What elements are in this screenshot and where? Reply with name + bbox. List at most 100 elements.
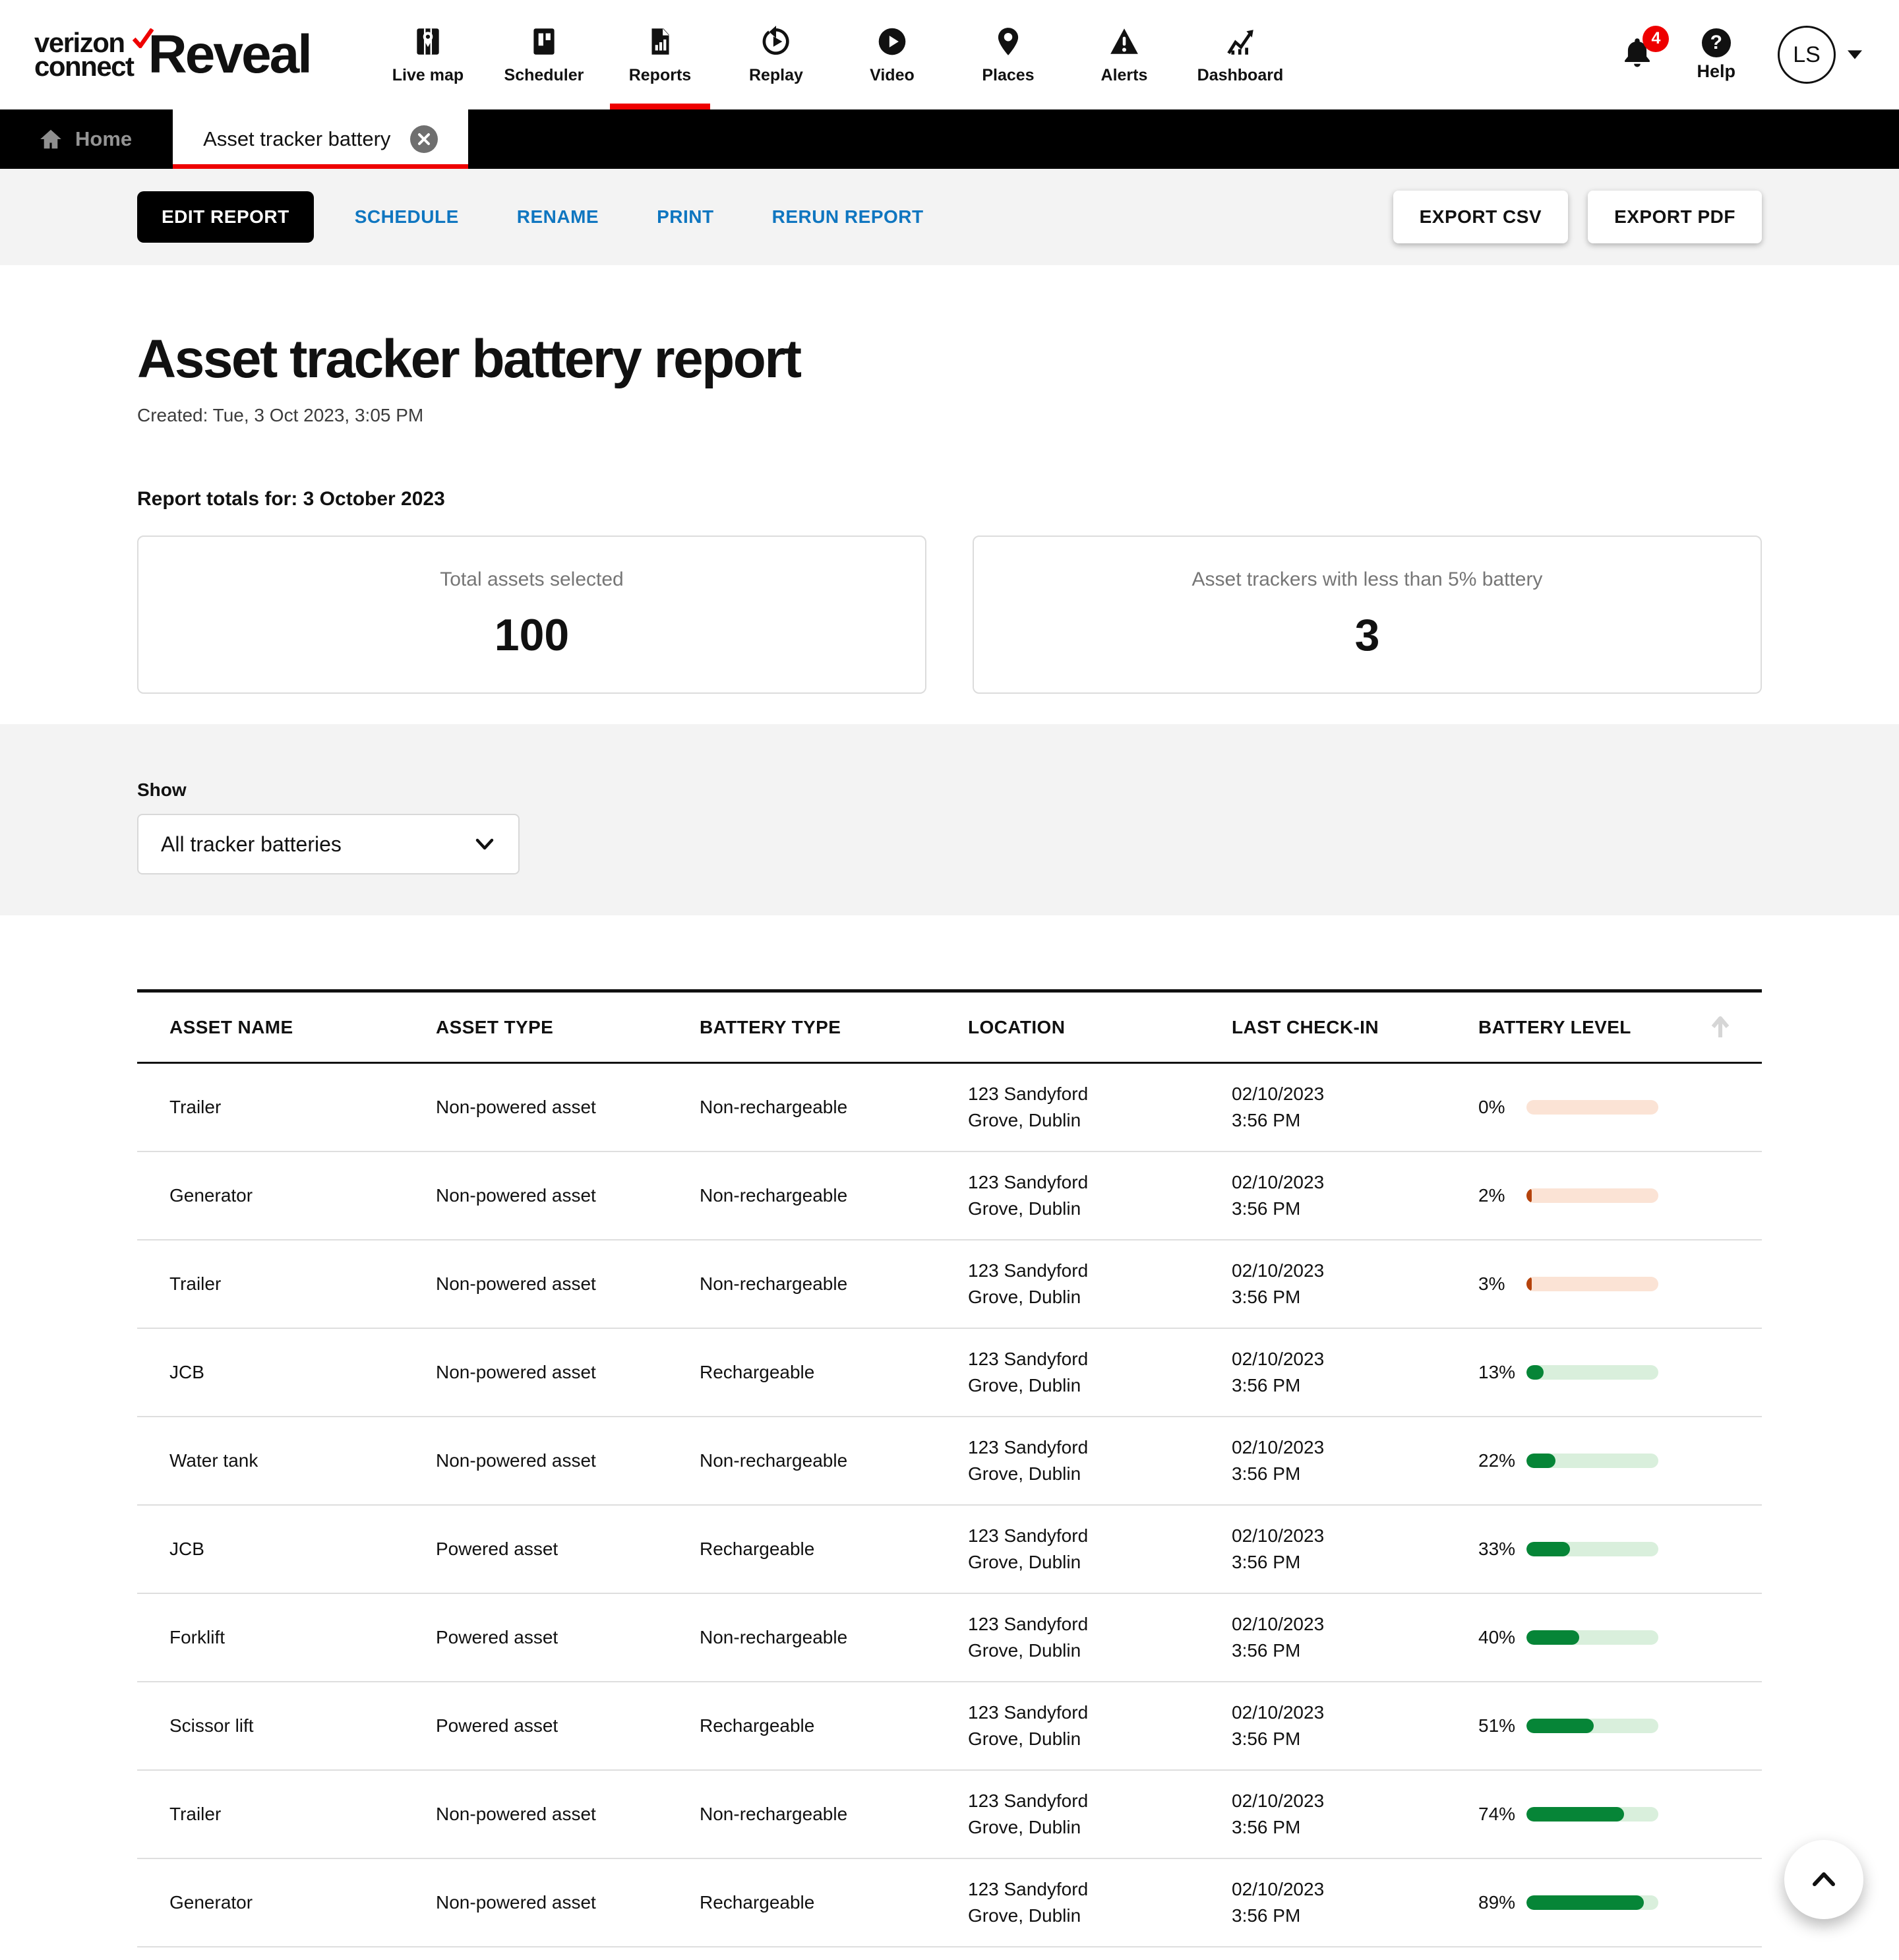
asset-name-cell: Water tank [169, 1450, 258, 1471]
help-label: Help [1697, 61, 1735, 81]
battery-percent: 22% [1478, 1450, 1516, 1471]
asset-name-cell: JCB [169, 1362, 204, 1382]
scheduler-icon [528, 25, 560, 58]
report-action-bar: EDIT REPORT SCHEDULE RENAME PRINT RERUN … [0, 169, 1899, 265]
question-icon: ? [1701, 28, 1731, 57]
user-menu[interactable]: LS [1778, 26, 1862, 84]
asset-name-cell: Trailer [169, 1097, 222, 1117]
battery-type-cell: Non-rechargeable [700, 1627, 848, 1647]
export-pdf-button[interactable]: EXPORT PDF [1588, 191, 1762, 243]
table-header-row: ASSET NAME ASSET TYPE BATTERY TYPE LOCAT… [137, 989, 1762, 1064]
col-location: LOCATION [968, 1016, 1066, 1037]
live-map-icon [411, 25, 444, 58]
schedule-link[interactable]: SCHEDULE [354, 206, 459, 227]
last-check-in-cell: 02/10/2023 3:56 PM [1232, 1172, 1325, 1219]
battery-type-cell: Non-rechargeable [700, 1185, 848, 1206]
battery-bar [1526, 1895, 1658, 1910]
battery-percent: 13% [1478, 1362, 1516, 1382]
header-right: 4 ? Help LS [1620, 25, 1899, 84]
battery-level-cell: 51% [1478, 1715, 1762, 1736]
nav-item-dashboard[interactable]: Dashboard [1182, 0, 1298, 109]
totals-cards: Total assets selected 100 Asset trackers… [137, 536, 1762, 694]
battery-bar-fill [1526, 1188, 1532, 1203]
close-icon [417, 133, 431, 146]
report-totals-heading: Report totals for: 3 October 2023 [137, 488, 445, 510]
notifications-button[interactable]: 4 [1620, 25, 1670, 74]
nav-item-reports[interactable]: Reports [602, 0, 718, 109]
table-row: Trailer Non-powered asset Non-rechargeab… [137, 1240, 1762, 1329]
nav-item-scheduler[interactable]: Scheduler [486, 0, 602, 109]
help-button[interactable]: ? Help [1697, 28, 1735, 82]
export-csv-button[interactable]: EXPORT CSV [1393, 191, 1569, 243]
col-asset-type: ASSET TYPE [436, 1016, 554, 1037]
battery-bar-fill [1526, 1895, 1644, 1910]
last-check-in-cell: 02/10/2023 3:56 PM [1232, 1349, 1325, 1395]
asset-name-cell: Trailer [169, 1273, 222, 1294]
tab-asset-tracker-battery[interactable]: Asset tracker battery [173, 109, 469, 169]
replay-icon [760, 25, 793, 58]
battery-bar [1526, 1188, 1658, 1203]
last-check-in-cell: 02/10/2023 3:56 PM [1232, 1702, 1325, 1749]
battery-level-cell: 89% [1478, 1892, 1762, 1913]
battery-type-cell: Rechargeable [700, 1715, 815, 1736]
nav-item-alerts[interactable]: Alerts [1066, 0, 1182, 109]
col-battery-level: BATTERY LEVEL [1478, 1016, 1631, 1037]
nav-item-places[interactable]: Places [950, 0, 1066, 109]
battery-percent: 0% [1478, 1097, 1505, 1117]
rename-link[interactable]: RENAME [516, 206, 599, 227]
caret-down-icon [1848, 50, 1862, 59]
table-row: Generator Non-powered asset Non-recharge… [137, 1152, 1762, 1240]
battery-bar [1526, 1277, 1658, 1291]
table-row: Scissor lift Powered asset Rechargeable … [137, 1682, 1762, 1771]
asset-type-cell: Powered asset [436, 1715, 558, 1736]
col-last-check-in: LAST CHECK-IN [1232, 1016, 1379, 1037]
battery-bar [1526, 1365, 1658, 1380]
battery-bar [1526, 1542, 1658, 1556]
nav-item-live-map[interactable]: Live map [370, 0, 486, 109]
scroll-to-top-button[interactable] [1784, 1840, 1863, 1919]
show-filter-select[interactable]: All tracker batteries [137, 814, 520, 874]
tab-home[interactable]: Home [0, 109, 173, 169]
table-row: Trailer Non-powered asset Non-rechargeab… [137, 1064, 1762, 1152]
location-cell: 123 Sandyford Grove, Dublin [968, 1172, 1089, 1219]
asset-type-cell: Powered asset [436, 1539, 558, 1559]
report-created-timestamp: Created: Tue, 3 Oct 2023, 3:05 PM [137, 405, 424, 425]
rerun-report-link[interactable]: RERUN REPORT [771, 206, 924, 227]
chevron-down-icon [473, 833, 496, 855]
battery-percent: 40% [1478, 1627, 1516, 1647]
close-tab-button[interactable] [410, 125, 438, 153]
video-icon [876, 25, 909, 58]
battery-bar [1526, 1807, 1658, 1822]
filter-section: Show All tracker batteries [0, 724, 1899, 915]
battery-type-cell: Non-rechargeable [700, 1804, 848, 1824]
asset-name-cell: Forklift [169, 1627, 225, 1647]
nav-item-replay[interactable]: Replay [718, 0, 834, 109]
battery-percent: 3% [1478, 1273, 1505, 1294]
total-assets-card: Total assets selected 100 [137, 536, 926, 694]
print-link[interactable]: PRINT [657, 206, 714, 227]
battery-bar [1526, 1100, 1658, 1115]
battery-level-cell: 0% [1478, 1097, 1762, 1118]
battery-level-cell: 13% [1478, 1362, 1762, 1383]
sort-arrow-icon[interactable] [1708, 1015, 1733, 1040]
report-intro: Asset tracker battery report Created: Tu… [0, 265, 1899, 724]
location-cell: 123 Sandyford Grove, Dublin [968, 1349, 1089, 1395]
show-filter-label: Show [137, 780, 187, 800]
export-buttons: EXPORT CSV EXPORT PDF [1393, 191, 1762, 243]
battery-level-cell: 3% [1478, 1273, 1762, 1295]
location-cell: 123 Sandyford Grove, Dublin [968, 1879, 1089, 1926]
table-row: Forklift Powered asset Non-rechargeable … [137, 1594, 1762, 1682]
report-action-links: SCHEDULE RENAME PRINT RERUN REPORT [355, 206, 924, 228]
page-title: Asset tracker battery report [137, 329, 802, 389]
battery-percent: 51% [1478, 1715, 1516, 1736]
battery-percent: 33% [1478, 1539, 1516, 1559]
nav-item-video[interactable]: Video [834, 0, 950, 109]
edit-report-button[interactable]: EDIT REPORT [137, 191, 314, 243]
last-check-in-cell: 02/10/2023 3:56 PM [1232, 1084, 1325, 1130]
avatar: LS [1778, 26, 1836, 84]
verizon-connect-logo[interactable]: verizon connect Reveal [0, 24, 313, 86]
verizon-connect-wordmark: verizon connect [34, 31, 134, 80]
notifications-badge: 4 [1643, 25, 1670, 52]
asset-type-cell: Non-powered asset [436, 1097, 596, 1117]
low-battery-value: 3 [1354, 610, 1380, 660]
